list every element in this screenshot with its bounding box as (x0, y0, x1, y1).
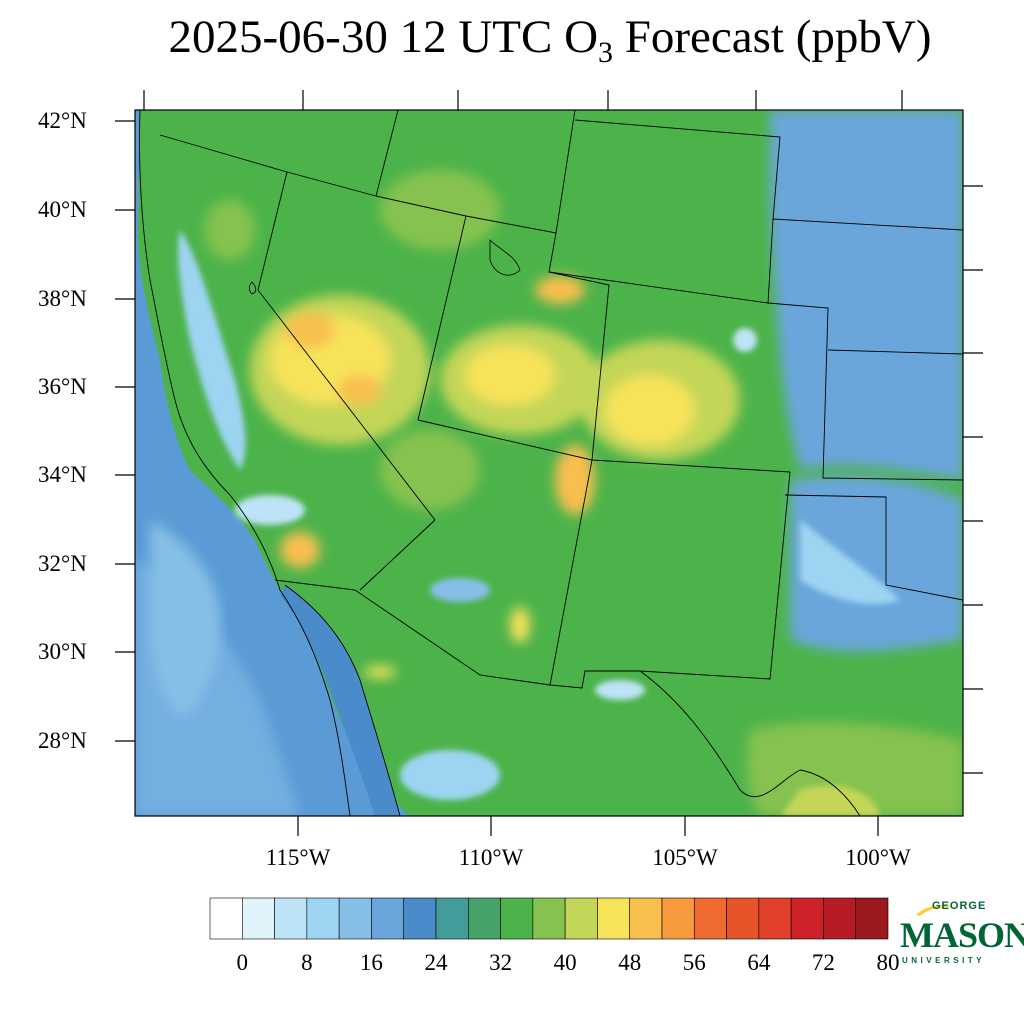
colorbar-swatch (790, 897, 824, 940)
colorbar-swatch (855, 897, 889, 940)
colorbar-swatch (306, 897, 340, 940)
lon-label-105w: 105°W (652, 845, 718, 870)
colorbar (209, 897, 889, 940)
logo-top-text: GEORGE (932, 900, 987, 912)
colorbar-swatch (758, 897, 792, 940)
state-boundaries (159, 110, 963, 689)
colorbar-swatch (661, 897, 695, 940)
map-ticks (115, 90, 983, 836)
colorbar-swatch (338, 897, 372, 940)
colorbar-swatch (823, 897, 857, 940)
lat-label-34n: 34°N (38, 462, 87, 487)
map-frame (134, 109, 964, 817)
colorbar-swatch (467, 897, 501, 940)
logo-bottom-text: UNIVERSITY (902, 956, 986, 965)
ozone-field (135, 110, 963, 816)
colorbar-label: 16 (359, 950, 383, 975)
lon-label-100w: 100°W (845, 845, 911, 870)
colorbar-label: 64 (747, 950, 771, 975)
colorbar-swatch (371, 897, 405, 940)
colorbar-swatch (500, 897, 534, 940)
lon-label-110w: 110°W (458, 845, 524, 870)
map-title: 2025-06-30 12 UTC O3 Forecast (ppbV) (168, 11, 932, 69)
lat-label-28n: 28°N (38, 728, 87, 753)
lat-label-38n: 38°N (38, 286, 87, 311)
colorbar-swatch (564, 897, 598, 940)
colorbar-label: 40 (553, 950, 577, 975)
colorbar-label: 8 (301, 950, 313, 975)
colorbar-swatch (726, 897, 760, 940)
lat-label-42n: 42°N (38, 108, 87, 133)
colorbar-label: 56 (682, 950, 706, 975)
colorbar-label: 72 (811, 950, 835, 975)
colorbar-swatch (274, 897, 308, 940)
logo-main-text: MASON (900, 915, 1024, 955)
colorbar-swatch (597, 897, 631, 940)
gmu-logo: GEORGE MASON UNIVERSITY (900, 900, 1024, 970)
high-ozone-regions (205, 170, 740, 678)
colorbar-swatch (629, 897, 663, 940)
colorbar-swatch (241, 897, 275, 940)
colorbar-swatch (693, 897, 727, 940)
colorbar-swatch (435, 897, 469, 940)
lakes (248, 239, 521, 295)
coastlines (139, 110, 861, 816)
logo-swoosh-icon (916, 905, 952, 916)
land-area (138, 110, 963, 816)
lat-label-40n: 40°N (38, 197, 87, 222)
lon-label-115w: 115°W (265, 845, 331, 870)
lat-label-30n: 30°N (38, 639, 87, 664)
colorbar-swatch (209, 897, 243, 940)
colorbar-swatch (532, 897, 566, 940)
colorbar-label: 32 (489, 950, 513, 975)
colorbar-label: 0 (236, 950, 249, 975)
colorbar-label: 48 (618, 950, 642, 975)
lat-label-32n: 32°N (38, 551, 87, 576)
colorbar-label: 24 (424, 950, 448, 975)
colorbar-swatch (403, 897, 437, 940)
lat-label-36n: 36°N (38, 374, 87, 399)
colorbar-label: 80 (876, 950, 900, 975)
low-ozone-regions (235, 328, 757, 800)
